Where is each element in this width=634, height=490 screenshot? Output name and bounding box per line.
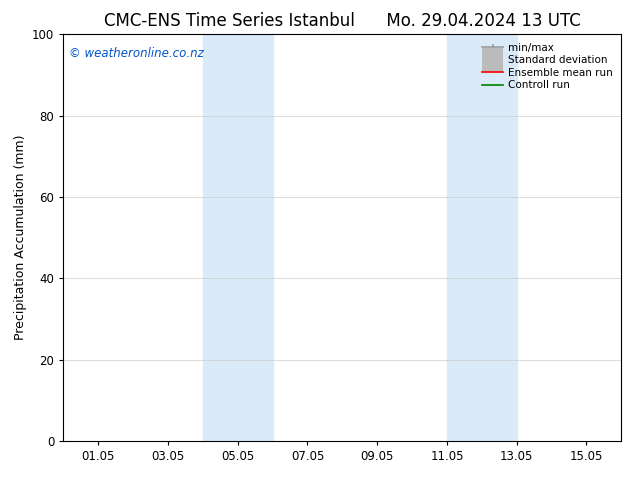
Y-axis label: Precipitation Accumulation (mm): Precipitation Accumulation (mm) xyxy=(13,135,27,341)
Legend: min/max, Standard deviation, Ensemble mean run, Controll run: min/max, Standard deviation, Ensemble me… xyxy=(479,40,616,94)
Bar xyxy=(447,34,517,441)
Title: CMC-ENS Time Series Istanbul      Mo. 29.04.2024 13 UTC: CMC-ENS Time Series Istanbul Mo. 29.04.2… xyxy=(104,12,581,30)
Bar xyxy=(203,34,273,441)
Text: © weatheronline.co.nz: © weatheronline.co.nz xyxy=(69,47,204,59)
